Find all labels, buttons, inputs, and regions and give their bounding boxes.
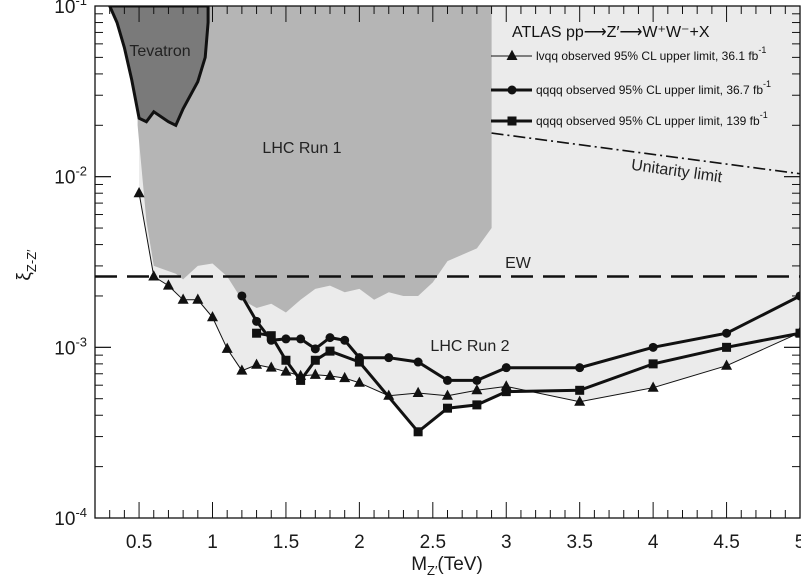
data-point-qqqq-36-7 <box>575 363 585 373</box>
data-point-qqqq-139 <box>722 342 732 352</box>
x-tick-label: 1 <box>207 532 218 553</box>
legend: lvqq observed 95% CL upper limit, 36.1 f… <box>491 45 771 128</box>
data-point-qqqq-36-7 <box>648 342 658 352</box>
data-point-qqqq-36-7 <box>237 291 247 301</box>
data-point-qqqq-139 <box>795 328 800 338</box>
data-point-lvqq-36 <box>162 279 174 290</box>
data-point-lvqq-36 <box>721 359 733 370</box>
x-tick-label: 2 <box>354 532 365 553</box>
y-tick-label: 10-2 <box>54 164 87 189</box>
data-point-qqqq-139 <box>648 359 658 369</box>
data-point-qqqq-139 <box>252 328 262 338</box>
data-point-lvqq-36 <box>207 311 218 322</box>
y-tick-label: 10-3 <box>54 334 87 359</box>
data-point-lvqq-36 <box>647 381 659 392</box>
x-tick-label: 3.5 <box>566 532 592 553</box>
lhc-run1-label: LHC Run 1 <box>262 140 341 157</box>
data-point-qqqq-36-7 <box>325 333 335 343</box>
y-tick-label: 10-4 <box>54 505 87 530</box>
x-tick-label: 5 <box>795 532 801 553</box>
series-layer <box>133 187 800 437</box>
data-point-lvqq-36 <box>251 358 263 369</box>
tick-layer: 0.5 1 1.5 2 2.5 3 3.5 4 4.5 5 10-4 10-3 10-2 10-1 <box>54 0 801 553</box>
data-point-qqqq-139 <box>413 427 423 437</box>
y-axis-label: ξZ-Z′ <box>14 249 39 281</box>
data-point-qqqq-139 <box>281 355 291 365</box>
data-point-qqqq-36-7 <box>443 375 452 385</box>
data-point-lvqq-36 <box>574 395 586 406</box>
x-tick-label: 2.5 <box>420 532 446 553</box>
data-point-qqqq-36-7 <box>722 328 732 338</box>
data-point-qqqq-36-7 <box>252 316 262 326</box>
data-point-lvqq-36 <box>412 386 424 398</box>
legend-marker <box>506 49 518 60</box>
data-point-lvqq-36 <box>192 293 204 304</box>
legend-label: qqqq observed 95% CL upper limit, 36.7 f… <box>536 79 771 97</box>
data-point-qqqq-139 <box>501 387 511 397</box>
x-axis-label-text: MZ′(TeV) <box>411 554 483 577</box>
data-point-qqqq-139 <box>296 375 306 385</box>
data-point-lvqq-36 <box>265 361 277 372</box>
legend-marker <box>507 116 517 126</box>
data-point-lvqq-36 <box>280 365 292 376</box>
tevatron-region <box>108 6 210 128</box>
tevatron-label: Tevatron <box>129 43 190 60</box>
data-point-lvqq-36 <box>221 342 233 353</box>
data-point-lvqq-36 <box>442 389 453 400</box>
data-point-qqqq-36-7 <box>472 375 482 385</box>
chart-title: ATLAS pp⟶Z′⟶W⁺W⁻+X <box>512 24 710 41</box>
data-point-qqqq-36-7 <box>384 353 394 363</box>
x-tick-label: 4 <box>648 532 659 553</box>
lhc-run2-label: LHC Run 2 <box>430 338 509 355</box>
data-point-lvqq-36 <box>133 187 145 198</box>
data-point-lvqq-36 <box>148 270 160 281</box>
y-tick-label: 10-1 <box>54 0 87 18</box>
data-point-lvqq-36 <box>353 376 365 387</box>
legend-label: qqqq observed 95% CL upper limit, 139 fb… <box>536 110 768 128</box>
data-point-qqqq-36-7 <box>296 334 306 344</box>
y-axis-label-text: ξZ-Z′ <box>14 249 39 281</box>
data-point-lvqq-36 <box>324 369 336 380</box>
legend-label: lvqq observed 95% CL upper limit, 36.1 f… <box>536 45 766 63</box>
data-point-lvqq-36 <box>339 371 351 383</box>
x-tick-label: 0.5 <box>126 532 152 553</box>
data-point-qqqq-139 <box>575 385 585 395</box>
data-point-qqqq-139 <box>354 357 364 367</box>
x-tick-label: 4.5 <box>713 532 739 553</box>
unitarity-limit-line <box>491 132 800 175</box>
data-point-qqqq-139 <box>472 400 482 410</box>
x-tick-label: 1.5 <box>273 532 299 553</box>
data-point-qqqq-36-7 <box>281 334 291 344</box>
data-point-qqqq-139 <box>443 403 452 413</box>
data-point-lvqq-36 <box>471 384 483 395</box>
x-tick-label: 3 <box>501 532 512 553</box>
data-point-qqqq-139 <box>310 355 320 365</box>
data-point-qqqq-36-7 <box>340 335 350 345</box>
data-point-lvqq-36 <box>236 364 248 375</box>
legend-marker <box>507 85 517 95</box>
lhc-run1-region <box>137 6 492 313</box>
data-point-lvqq-36 <box>309 368 321 379</box>
data-point-qqqq-36-7 <box>413 357 423 367</box>
ew-label: EW <box>505 255 532 272</box>
data-point-lvqq-36 <box>177 293 189 304</box>
data-point-qqqq-36-7 <box>310 344 320 354</box>
chart-title-text: ATLAS pp⟶Z′⟶W⁺W⁻+X <box>512 24 710 41</box>
data-point-qqqq-139 <box>266 331 276 341</box>
data-point-qqqq-139 <box>325 346 335 356</box>
data-point-qqqq-36-7 <box>501 363 511 373</box>
